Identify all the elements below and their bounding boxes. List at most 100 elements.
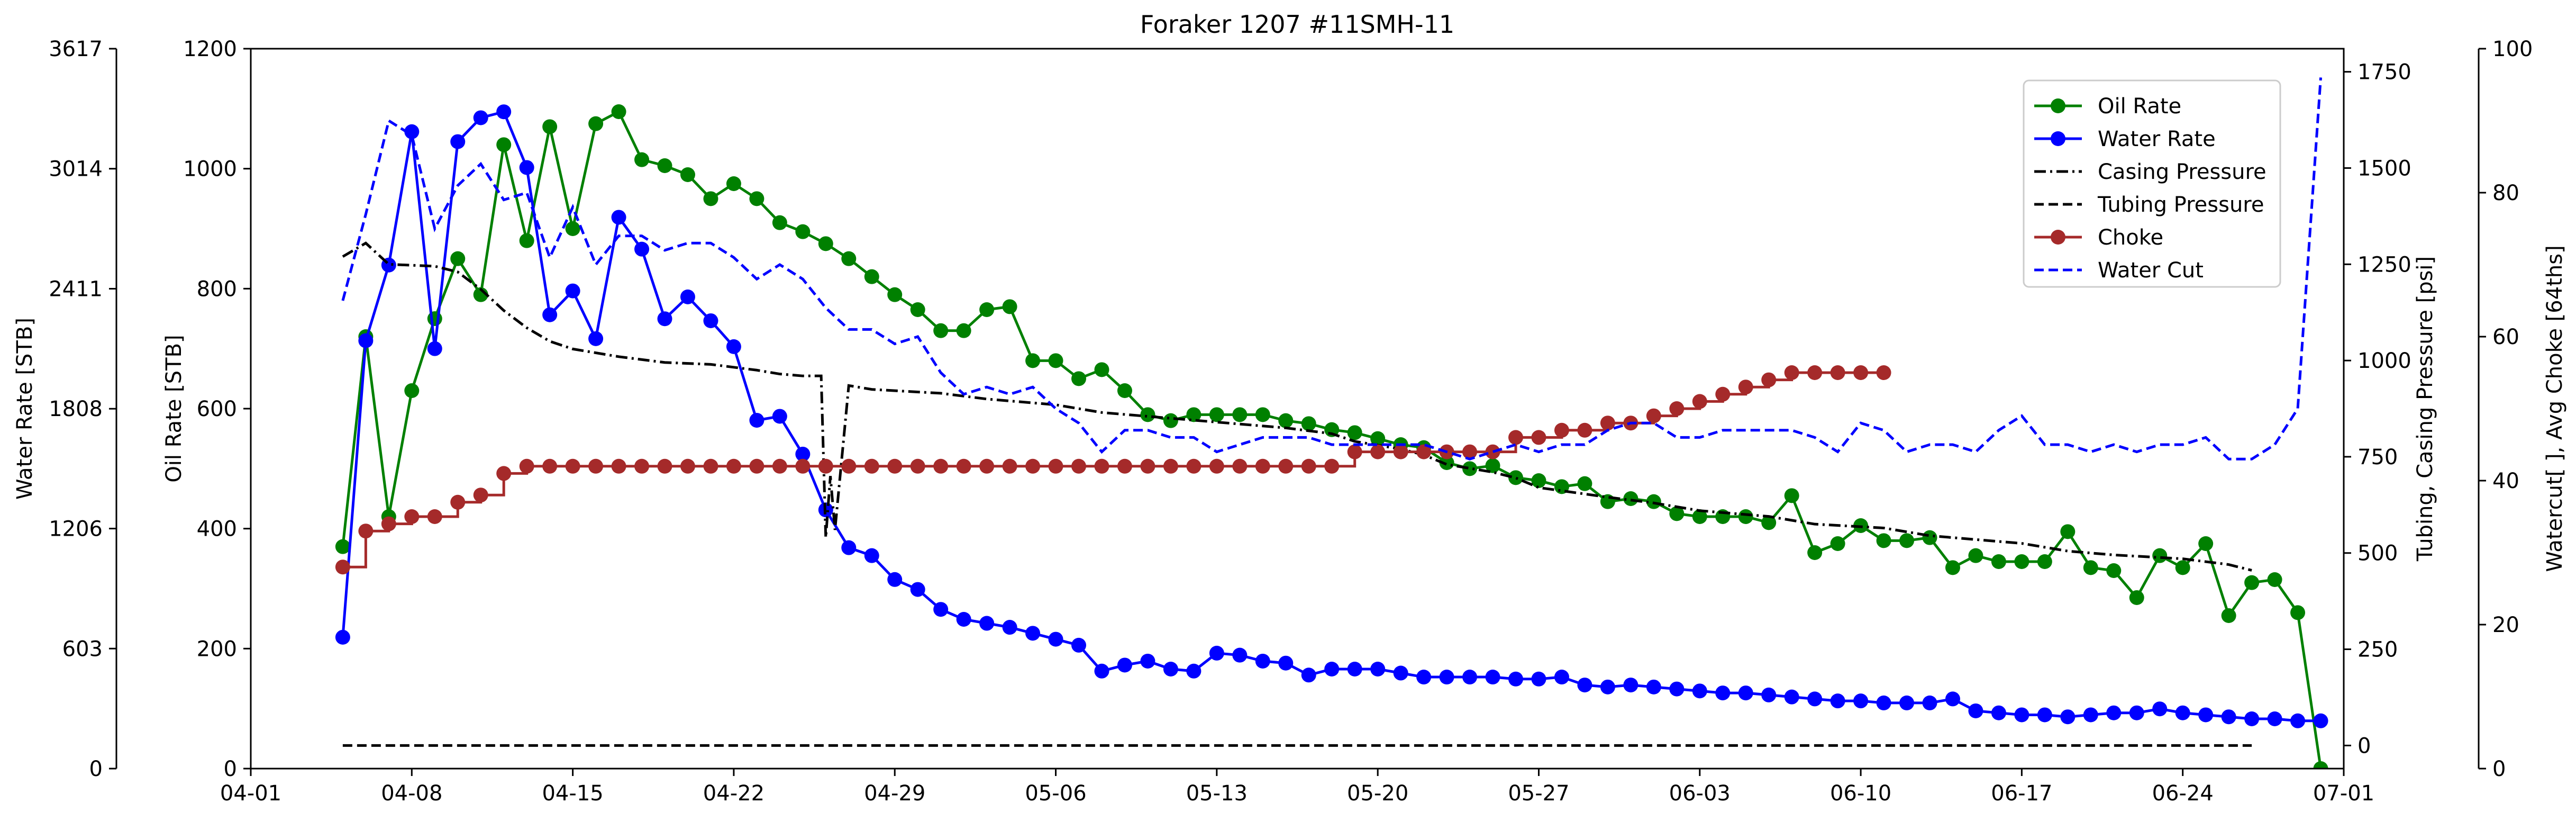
- choke-point: [1232, 458, 1248, 474]
- oil-rate-point: [1922, 530, 1937, 545]
- legend-label-water-cut: Water Cut: [2098, 258, 2204, 283]
- water-rate-point: [680, 289, 695, 304]
- choke-point: [588, 458, 604, 474]
- legend-marker-choke: [2051, 230, 2065, 245]
- water-rate-point: [2106, 705, 2122, 720]
- oil-rate-point: [1117, 383, 1132, 398]
- water-rate-point: [795, 446, 811, 462]
- oil-rate-point: [1002, 299, 1017, 314]
- water-rate-point: [1163, 661, 1178, 676]
- water-rate-point: [933, 602, 949, 617]
- oil-rate-point: [1876, 533, 1891, 548]
- water-rate-point: [1876, 695, 1891, 710]
- choke-point: [1324, 458, 1340, 474]
- choke-point: [1370, 444, 1386, 459]
- water-rate-point: [1922, 695, 1937, 710]
- choke-point: [841, 458, 857, 474]
- oil-rate-point: [680, 167, 695, 182]
- oil-rate-point: [1094, 362, 1109, 377]
- choke-point: [795, 458, 811, 474]
- oil-rate-point: [2060, 524, 2076, 539]
- oil-rate-point: [2175, 560, 2190, 575]
- choke-point: [1301, 458, 1316, 474]
- choke-point: [1531, 430, 1546, 445]
- water-rate-point: [1370, 661, 1386, 676]
- water-rate-point: [1554, 670, 1569, 685]
- water-rate-point: [473, 110, 488, 125]
- water-rate-point: [1232, 647, 1248, 663]
- water-rate-point: [1439, 670, 1454, 685]
- choke-point: [1600, 416, 1615, 431]
- x-tick-label: 06-17: [1991, 781, 2052, 806]
- water-rate-point: [496, 104, 512, 120]
- oil-rate-point: [1807, 545, 1823, 560]
- water-rate-point: [2152, 701, 2168, 717]
- series-layer: [335, 77, 2328, 769]
- water-rate-point: [1623, 678, 1639, 693]
- choke-point: [933, 458, 949, 474]
- x-tick-label: 04-08: [381, 781, 442, 806]
- water-rate-axis-tick-label: 603: [62, 637, 103, 661]
- oil-rate-point: [565, 221, 580, 236]
- water-rate-point: [2129, 705, 2144, 720]
- water-rate-point: [1255, 653, 1270, 669]
- watercut-choke-axis-tick-label: 80: [2492, 181, 2519, 205]
- choke-point: [519, 458, 534, 474]
- pressure-axis-label: Tubing, Casing Pressure [psi]: [2413, 256, 2437, 562]
- oil-rate-axis-tick-label: 800: [197, 277, 237, 301]
- oil-rate-point: [1784, 488, 1799, 503]
- choke-point: [1140, 458, 1155, 474]
- oil-rate-point: [2014, 554, 2029, 569]
- watercut-choke-axis-tick-label: 60: [2492, 325, 2519, 349]
- water-rate-axis-tick-label: 2411: [49, 277, 103, 301]
- choke-point: [1830, 365, 1845, 380]
- choke-point: [1002, 458, 1017, 474]
- choke-point: [749, 458, 764, 474]
- oil-rate-point: [335, 539, 350, 554]
- pressure-axis-tick-label: 1250: [2357, 252, 2411, 277]
- pressure-axis-tick-label: 1000: [2357, 349, 2411, 373]
- water-rate-point: [519, 160, 534, 175]
- choke-point: [1876, 365, 1891, 380]
- oil-rate-point: [1899, 533, 1915, 548]
- choke-point: [1577, 422, 1592, 438]
- water-rate-point: [1761, 687, 1777, 702]
- oil-rate-point: [2083, 560, 2098, 575]
- pressure-axis-tick-label: 750: [2357, 445, 2398, 470]
- water-rate-point: [1278, 655, 1294, 671]
- oil-rate-point: [1370, 431, 1386, 446]
- oil-rate-point: [1462, 461, 1478, 476]
- choke-point: [1761, 372, 1777, 387]
- legend-label-oil-rate: Oil Rate: [2098, 94, 2181, 119]
- choke-point: [864, 458, 879, 474]
- oil-rate-point: [1140, 407, 1155, 422]
- water-rate-point: [427, 341, 442, 356]
- series-choke: [335, 365, 1891, 575]
- choke-point: [1508, 430, 1523, 445]
- water-rate-point: [2175, 705, 2190, 720]
- oil-rate-point: [634, 152, 650, 167]
- oil-rate-point: [910, 302, 925, 317]
- choke-point: [1163, 458, 1178, 474]
- water-rate-point: [979, 616, 995, 631]
- oil-rate-point: [1669, 506, 1685, 521]
- choke-point: [496, 466, 512, 481]
- choke-point: [1416, 444, 1432, 459]
- water-rate-point: [1140, 653, 1155, 669]
- choke-point: [565, 458, 580, 474]
- legend-label-casing-pressure: Casing Pressure: [2098, 160, 2266, 184]
- water-rate-point: [841, 540, 857, 555]
- choke-point: [1071, 458, 1087, 474]
- watercut-choke-axis-tick-label: 100: [2492, 37, 2533, 61]
- oil-rate-axis-tick-label: 0: [224, 757, 237, 781]
- oil-rate-point: [1508, 470, 1523, 485]
- oil-rate-point: [979, 302, 995, 317]
- pressure-axis-tick-label: 500: [2357, 542, 2398, 566]
- choke-point: [1094, 458, 1109, 474]
- oil-rate-point: [1255, 407, 1270, 422]
- choke-point: [542, 458, 558, 474]
- choke-point: [1738, 380, 1753, 395]
- oil-rate-point: [772, 215, 787, 230]
- x-tick-label: 04-22: [703, 781, 764, 806]
